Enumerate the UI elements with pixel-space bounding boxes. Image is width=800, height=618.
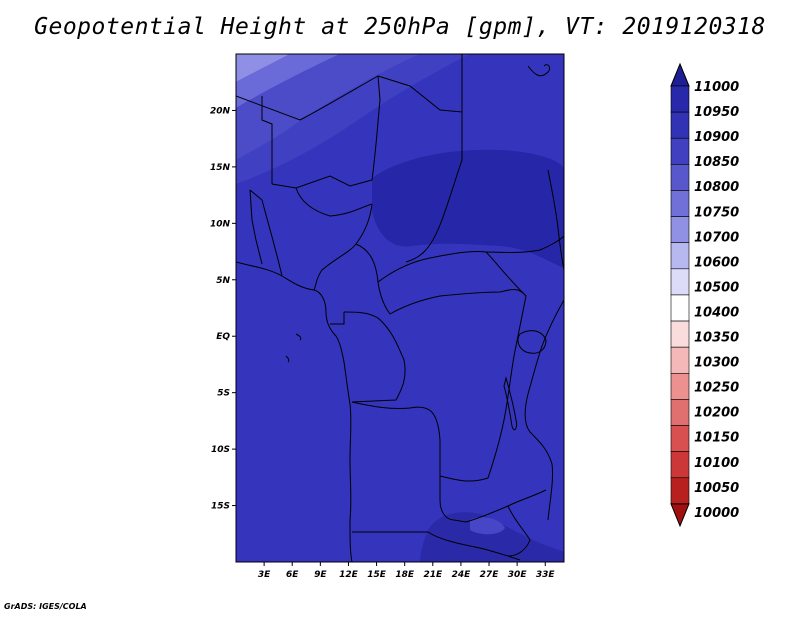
contour-band-10750 <box>236 54 290 82</box>
colorbar-level-label: 10050 <box>694 481 739 496</box>
colorbar-segment <box>670 372 690 400</box>
colorbar-bottom-arrow <box>670 503 690 528</box>
border-car-chad <box>377 251 527 297</box>
colorbar-segment <box>670 346 690 374</box>
border-algeria-niger <box>377 54 463 113</box>
colorbar-segment <box>670 320 690 348</box>
colorbar-level-label: 10750 <box>694 205 739 220</box>
lat-tick-label: 15N <box>210 163 231 173</box>
border-cameroon-eq <box>330 312 345 325</box>
border-zimbabwe-mozambique <box>507 505 531 557</box>
lat-tick-label: EQ <box>216 332 230 342</box>
colorbar-level-label: 10400 <box>694 305 739 320</box>
contour-fill <box>236 54 564 562</box>
colorbar-level-label: 11000 <box>694 80 739 95</box>
lon-tick-label: 33E <box>536 570 556 580</box>
colorbar-segment <box>670 477 690 505</box>
contour-band-10950-south <box>420 512 564 562</box>
map-frame <box>235 53 565 563</box>
country-borders <box>236 54 564 562</box>
lon-tick-label: 6E <box>286 570 299 580</box>
lon-tick-label: 21E <box>423 570 443 580</box>
coastline-west-africa <box>236 261 353 562</box>
border-chad-sudan <box>405 112 463 263</box>
border-niger-chad <box>371 75 381 181</box>
lon-tick-label: 9E <box>314 570 327 580</box>
lat-tick-label: 5S <box>217 389 230 399</box>
colorbar-segment <box>670 425 690 452</box>
colorbar-segment <box>670 137 690 165</box>
border-car-drc <box>389 289 527 315</box>
border-west-sahara <box>261 96 273 184</box>
contour-band-10800 <box>236 54 340 108</box>
colorbar: 11000 10950 10900 10850 10800 10750 10700 10600… <box>670 62 739 528</box>
lat-tick-label: 5N <box>216 276 230 286</box>
border-namibia-botswana <box>352 476 467 533</box>
border-sahara-line <box>236 75 379 121</box>
map-title: Geopotential Height at 250hPa [gpm], VT:… <box>34 14 766 40</box>
lon-tick-label: 12E <box>339 570 359 580</box>
lon-tick-label: 30E <box>508 570 528 580</box>
colorbar-level-label: 10350 <box>694 331 739 346</box>
colorbar-segment <box>670 85 690 113</box>
border-ethiopia <box>547 169 564 271</box>
border-lake-victoria <box>517 330 547 354</box>
latitude-axis: 20N 15N 10N 5N EQ 5S 10S 15S <box>210 106 236 512</box>
contour-band-10900-south <box>470 517 505 535</box>
colorbar-segment <box>670 216 690 244</box>
colorbar-segment <box>670 164 690 191</box>
contour-band-10900 <box>236 54 470 184</box>
border-congo <box>343 311 406 403</box>
contour-band-10850 <box>236 54 420 160</box>
colorbar-segment <box>670 268 690 296</box>
border-gulf-guinea-islands <box>285 333 302 363</box>
colorbar-level-label: 10950 <box>694 105 739 120</box>
colorbar-level-label: 10800 <box>694 180 739 195</box>
border-nigeria <box>261 187 373 277</box>
border-benin-togo <box>249 189 263 265</box>
colorbar-segment <box>670 190 690 217</box>
colorbar-segment <box>670 111 690 139</box>
colorbar-level-label: 10200 <box>694 406 739 421</box>
border-mali-niger <box>271 175 373 189</box>
colorbar-segment <box>670 294 690 322</box>
lat-tick-label: 15S <box>211 502 230 512</box>
lat-tick-label: 10N <box>210 219 231 229</box>
lon-tick-label: 3E <box>258 570 271 580</box>
border-south-africa <box>427 531 521 561</box>
colorbar-segment <box>670 242 690 270</box>
lon-tick-label: 24E <box>452 570 472 580</box>
colorbar-level-label: 10250 <box>694 381 739 396</box>
border-red-sea-coast <box>527 64 551 77</box>
colorbar-level-label: 10700 <box>694 230 739 245</box>
colorbar-level-label: 10900 <box>694 130 739 145</box>
colorbar-level-label: 10300 <box>694 356 739 371</box>
lon-tick-label: 18E <box>395 570 415 580</box>
colorbar-level-label: 10100 <box>694 456 739 471</box>
lat-tick-label: 10S <box>211 445 230 455</box>
lon-tick-label: 15E <box>367 570 387 580</box>
colorbar-level-label: 10150 <box>694 431 739 446</box>
colorbar-level-label: 10600 <box>694 255 739 270</box>
lon-tick-label: 27E <box>480 570 500 580</box>
border-east-coast <box>524 299 564 521</box>
border-angola <box>351 401 489 482</box>
longitude-axis: 3E 6E 9E 12E 15E 18E 21E 24E 27E 30E 33E <box>258 562 556 580</box>
grads-credit: GrADS: IGES/COLA <box>4 602 87 611</box>
colorbar-level-label: 10850 <box>694 155 739 170</box>
lat-tick-label: 20N <box>210 106 231 116</box>
contour-band-10950-sahel <box>372 149 564 268</box>
colorbar-top-arrow <box>670 62 690 87</box>
colorbar-segment <box>670 451 690 479</box>
border-lake-tanganyika <box>503 376 517 431</box>
border-nigeria-cameroon <box>313 203 373 291</box>
colorbar-segment <box>670 399 690 426</box>
colorbar-level-label: 10000 <box>694 506 739 521</box>
colorbar-level-label: 10500 <box>694 280 739 295</box>
